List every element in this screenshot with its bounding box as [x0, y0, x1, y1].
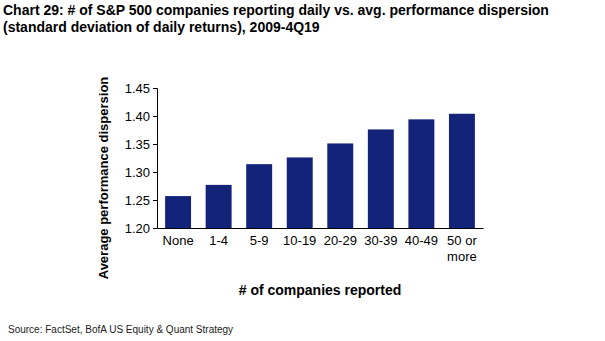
- bar: [246, 164, 272, 228]
- tick-mark: [153, 228, 157, 229]
- tick-label: 30-39: [364, 233, 397, 248]
- tick-label: 50 ormore: [447, 233, 477, 264]
- text-line: 20-29: [324, 233, 357, 248]
- bar: [165, 196, 191, 228]
- axis-line: [153, 89, 158, 229]
- bar: [327, 143, 353, 228]
- tick-label: 1.25: [125, 193, 150, 208]
- bar: [408, 119, 434, 228]
- chart: Chart 29: # of S&P 500 companies reporti…: [0, 0, 605, 341]
- tick-label: 20-29: [324, 233, 357, 248]
- x-axis: None 1-4 5-9 10-19 20-29 30-39 40-49 50 ormore: [158, 229, 484, 265]
- tick: 5-9: [250, 233, 269, 248]
- bar: [449, 114, 475, 228]
- bar: [287, 157, 313, 228]
- tick: 1.25: [125, 193, 157, 208]
- tick: 1.35: [125, 137, 157, 152]
- bar: [206, 185, 232, 228]
- y-axis-title: Average performance dispersion: [96, 77, 111, 280]
- text-line: (standard deviation of daily returns), 2…: [3, 19, 320, 35]
- tick-label: 5-9: [250, 233, 269, 248]
- text-line: 5-9: [250, 233, 269, 248]
- tick-label: 1.45: [125, 81, 150, 96]
- text-line: 50 or: [447, 233, 477, 248]
- tick-mark: [153, 144, 157, 145]
- plot: 1.20 1.25 1.30 1.35 1.40 1.45 None 1-4 5-9 10-19 2…: [125, 81, 484, 265]
- tick: 1.30: [125, 165, 157, 180]
- tick: 1.40: [125, 109, 157, 124]
- text-line: Chart 29: # of S&P 500 companies reporti…: [3, 2, 549, 18]
- text-line: None: [163, 233, 194, 248]
- bars: [165, 114, 475, 228]
- tick-label: None: [163, 233, 194, 248]
- text-line: 30-39: [364, 233, 397, 248]
- tick-label: 1.20: [125, 221, 150, 236]
- axis-line: [158, 228, 484, 229]
- tick-mark: [153, 116, 157, 117]
- text-line: 1-4: [209, 233, 228, 248]
- tick: 50 ormore: [447, 233, 477, 264]
- tick-label: 10-19: [283, 233, 316, 248]
- tick-mark: [153, 200, 157, 201]
- tick-mark: [153, 88, 157, 89]
- tick-mark: [153, 172, 157, 173]
- text-line: 10-19: [283, 233, 316, 248]
- tick-label: 1.30: [125, 165, 150, 180]
- x-axis-title: # of companies reported: [239, 282, 402, 298]
- tick: 1.20: [125, 221, 157, 236]
- text-line: 40-49: [405, 233, 438, 248]
- bar: [368, 129, 394, 228]
- title: Chart 29: # of S&P 500 companies reporti…: [3, 2, 549, 35]
- tick-label: 40-49: [405, 233, 438, 248]
- tick: 40-49: [405, 233, 438, 248]
- tick-label: 1.40: [125, 109, 150, 124]
- tick: 30-39: [364, 233, 397, 248]
- tick: 1.45: [125, 81, 157, 96]
- text-line: more: [447, 249, 477, 264]
- tick: 1-4: [209, 233, 228, 248]
- tick: 20-29: [324, 233, 357, 248]
- source: Source: FactSet, BofA US Equity & Quant …: [8, 324, 233, 335]
- tick: 10-19: [283, 233, 316, 248]
- y-axis: 1.20 1.25 1.30 1.35 1.40 1.45: [125, 81, 158, 236]
- tick: None: [163, 233, 194, 248]
- tick-label: 1-4: [209, 233, 228, 248]
- tick-label: 1.35: [125, 137, 150, 152]
